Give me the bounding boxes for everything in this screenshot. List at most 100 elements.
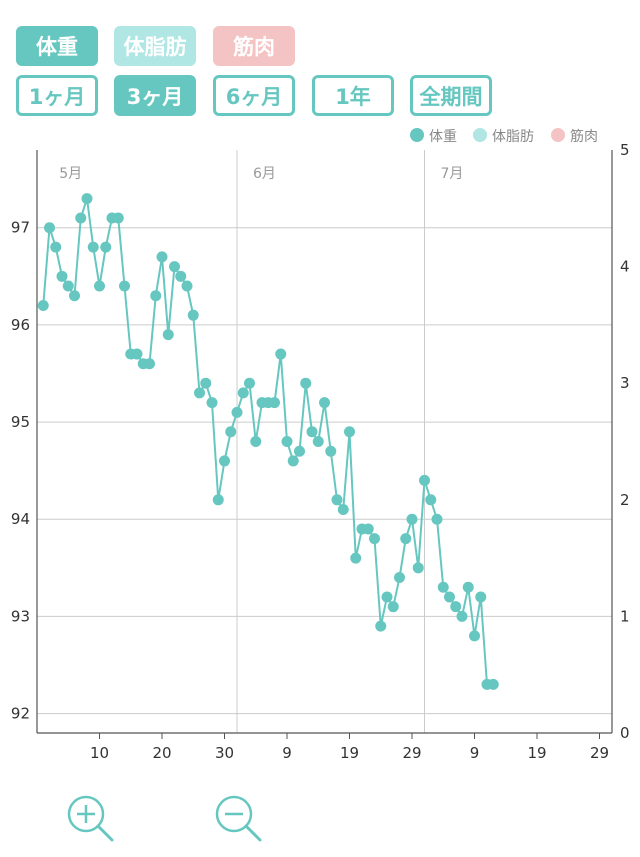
month-label: 5月 bbox=[59, 166, 82, 182]
weight-data-point[interactable] bbox=[131, 348, 143, 360]
weight-data-point[interactable] bbox=[50, 241, 62, 253]
weight-data-point[interactable] bbox=[381, 591, 393, 603]
y-right-tick-label: 5 bbox=[620, 141, 630, 159]
weight-data-point[interactable] bbox=[250, 436, 262, 447]
weight-data-point[interactable] bbox=[287, 455, 299, 467]
weight-data-point[interactable] bbox=[156, 251, 168, 263]
x-tick-label: 29 bbox=[590, 744, 609, 762]
weight-data-point[interactable] bbox=[37, 299, 49, 311]
weight-data-point[interactable] bbox=[312, 436, 324, 447]
weight-data-point[interactable] bbox=[81, 193, 93, 205]
weight-data-point[interactable] bbox=[469, 630, 480, 642]
weight-data-point[interactable] bbox=[150, 290, 162, 302]
weight-data-point[interactable] bbox=[56, 270, 68, 282]
period-6-months-button[interactable]: 6ヶ月 bbox=[213, 75, 295, 116]
weight-data-point[interactable] bbox=[344, 426, 355, 438]
y-left-tick-label: 96 bbox=[11, 316, 30, 334]
weight-data-point[interactable] bbox=[450, 601, 462, 613]
legend-body-fat-label: 体脂肪 bbox=[492, 129, 534, 145]
weight-chart[interactable]: 92 93 94 95 96 97 0 1 2 3 4 5 5月 6月 7月 10 20 30 9 19 29 9 19 29… bbox=[0, 0, 640, 770]
weight-data-point[interactable] bbox=[294, 445, 305, 457]
weight-data-point[interactable] bbox=[394, 572, 405, 584]
weight-data-point[interactable] bbox=[456, 610, 468, 622]
period-3-months-button[interactable]: 3ヶ月 bbox=[114, 75, 196, 116]
period-all-button[interactable]: 全期間 bbox=[410, 75, 492, 116]
weight-data-point[interactable] bbox=[475, 591, 487, 603]
zoom-out-button[interactable] bbox=[214, 794, 264, 844]
weight-data-point[interactable] bbox=[300, 377, 312, 389]
weight-data-point[interactable] bbox=[369, 533, 380, 545]
weight-data-point[interactable] bbox=[487, 678, 499, 690]
weight-data-point[interactable] bbox=[319, 397, 330, 409]
weight-series-line bbox=[42, 198, 494, 686]
weight-data-point[interactable] bbox=[144, 358, 155, 370]
weight-data-point[interactable] bbox=[462, 581, 474, 593]
weight-data-point[interactable] bbox=[400, 533, 412, 545]
weight-data-point[interactable] bbox=[412, 562, 424, 574]
weight-data-point[interactable] bbox=[275, 348, 287, 360]
weight-data-point[interactable] bbox=[331, 494, 343, 506]
muscle-metric-button[interactable]: 筋肉 bbox=[213, 26, 295, 66]
zoom-in-icon bbox=[67, 795, 114, 842]
weight-data-point[interactable] bbox=[112, 212, 124, 224]
y-right-tick-label: 3 bbox=[620, 374, 630, 392]
weight-data-point[interactable] bbox=[244, 377, 255, 389]
y-right-tick-label: 4 bbox=[620, 258, 630, 276]
weight-data-point[interactable] bbox=[325, 445, 337, 457]
weight-data-point[interactable] bbox=[362, 523, 374, 535]
weight-data-point[interactable] bbox=[269, 397, 280, 409]
weight-data-point[interactable] bbox=[306, 426, 318, 438]
month-label: 7月 bbox=[441, 166, 464, 182]
y-left-tick-label: 93 bbox=[11, 607, 30, 625]
legend-body-fat-marker bbox=[473, 128, 487, 142]
weight-data-point[interactable] bbox=[419, 474, 430, 486]
x-tick-label: 10 bbox=[90, 744, 109, 762]
weight-data-point[interactable] bbox=[100, 241, 112, 253]
weight-data-point[interactable] bbox=[425, 494, 437, 506]
legend-weight-label: 体重 bbox=[429, 129, 457, 145]
weight-data-point[interactable] bbox=[181, 280, 193, 292]
period-1-month-button[interactable]: 1ヶ月 bbox=[16, 75, 98, 116]
weight-data-point[interactable] bbox=[87, 241, 99, 253]
weight-data-point[interactable] bbox=[162, 329, 174, 341]
weight-data-point[interactable] bbox=[206, 397, 218, 409]
weight-data-point[interactable] bbox=[219, 455, 230, 467]
weight-data-point[interactable] bbox=[119, 280, 130, 292]
zoom-out-icon bbox=[215, 795, 262, 842]
weight-data-point[interactable] bbox=[200, 377, 212, 389]
period-1-year-button[interactable]: 1年 bbox=[312, 75, 394, 116]
weight-data-point[interactable] bbox=[444, 591, 455, 603]
weight-data-point[interactable] bbox=[350, 552, 362, 564]
y-left-tick-label: 97 bbox=[11, 219, 30, 237]
body-fat-metric-button[interactable]: 体脂肪 bbox=[114, 26, 196, 66]
month-label: 6月 bbox=[253, 166, 276, 182]
y-right-tick-label: 2 bbox=[620, 491, 630, 509]
weight-data-point[interactable] bbox=[437, 581, 449, 593]
weight-data-point[interactable] bbox=[431, 513, 443, 525]
weight-data-point[interactable] bbox=[75, 212, 87, 224]
weight-data-point[interactable] bbox=[281, 436, 293, 447]
weight-data-point[interactable] bbox=[231, 406, 243, 418]
weight-data-point[interactable] bbox=[44, 222, 55, 234]
y-right-tick-label: 1 bbox=[620, 607, 630, 625]
weight-data-point[interactable] bbox=[406, 513, 418, 525]
weight-data-point[interactable] bbox=[225, 426, 237, 438]
weight-data-point[interactable] bbox=[237, 387, 249, 399]
weight-metric-button[interactable]: 体重 bbox=[16, 26, 98, 66]
x-tick-label: 30 bbox=[215, 744, 234, 762]
weight-data-point[interactable] bbox=[187, 309, 199, 321]
weight-data-point[interactable] bbox=[169, 261, 180, 273]
weight-data-point[interactable] bbox=[375, 620, 387, 632]
weight-data-point[interactable] bbox=[194, 387, 205, 399]
legend-weight-marker bbox=[410, 128, 424, 142]
zoom-in-button[interactable] bbox=[66, 794, 116, 844]
x-tick-label: 29 bbox=[402, 744, 421, 762]
weight-data-point[interactable] bbox=[175, 270, 187, 282]
weight-data-point[interactable] bbox=[337, 504, 349, 516]
weight-data-point[interactable] bbox=[94, 280, 105, 292]
y-left-tick-label: 92 bbox=[11, 705, 30, 723]
weight-data-point[interactable] bbox=[212, 494, 224, 506]
weight-data-point[interactable] bbox=[387, 601, 399, 613]
weight-data-point[interactable] bbox=[62, 280, 74, 292]
weight-data-point[interactable] bbox=[69, 290, 80, 302]
